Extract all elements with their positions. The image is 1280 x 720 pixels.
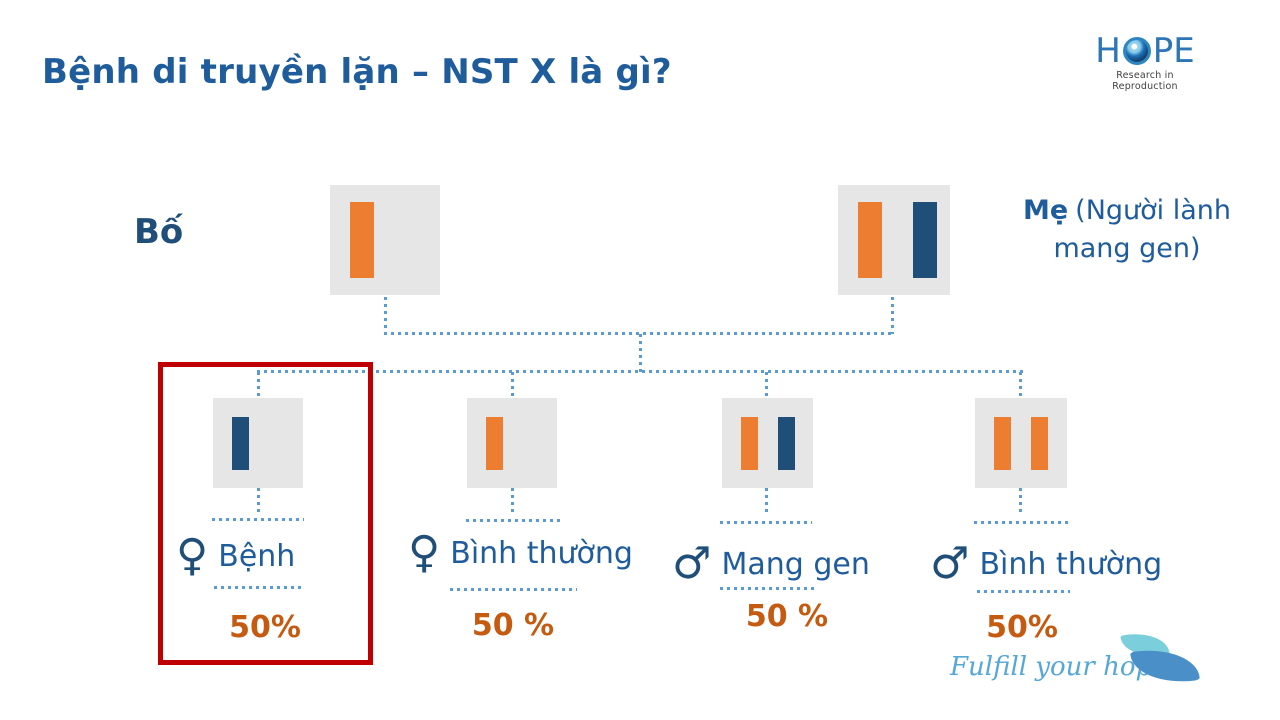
page-title: Bệnh di truyền lặn – NST X là gì? [42,52,672,92]
child-2-percent: 50 % [471,608,555,643]
child-1-upper-dotted-rule [212,518,304,521]
logo-tagline: Research in Reproduction [1112,70,1178,92]
child-1-drop-line [257,372,260,398]
child-2-lower-dotted-rule [450,588,577,591]
child-3-chromosome-box [722,398,813,488]
mother-label-line2: mang gen) [1053,233,1201,264]
child-1-label: Bệnh [218,538,296,574]
blue-chromosome-bar [232,416,249,470]
child-4-upper-dotted-rule [974,521,1068,524]
child-2-label: Bình thường [450,535,633,571]
hope-logo-word: H PE [1082,34,1208,68]
mid-drop-line [639,334,642,372]
orange-chromosome-bar [1031,416,1048,470]
child-4-label: Bình thường [979,546,1163,582]
child-4-drop-line [1019,372,1022,398]
child-2-stub-line [511,488,514,514]
logo-letter-h: H [1095,31,1121,71]
mother-label-rest: (Người lành [1075,195,1232,226]
child-1-stub-line [257,488,260,514]
eye-icon [1122,37,1151,65]
child-3-label: Mang gen [721,546,870,582]
child-4-caption: ♂ Bình thường [930,542,1162,586]
father-label: Bố [134,212,184,252]
child-2-chromosome-box [467,398,557,488]
mother-label: Mẹ (Người lành mang gen) [1002,192,1252,268]
child-4-chromosome-box [975,398,1067,488]
mother-label-bold: Mẹ [1022,195,1069,226]
child-2-caption: ♀ Bình thường [408,531,633,575]
child-3-drop-line [765,372,768,398]
logo-letters-pe: PE [1152,31,1195,71]
blue-chromosome-bar [778,416,795,470]
female-icon: ♀ [408,527,441,578]
child-3-percent: 50 % [745,599,829,634]
child-1-caption: ♀ Bệnh [176,534,295,578]
orange-chromosome-bar [994,416,1011,470]
orange-chromosome-bar [858,202,882,278]
child-2-drop-line [511,372,514,398]
hope-logo: H PE Research in Reproduction [1082,34,1208,92]
father-chromosome-box [330,185,440,295]
child-4-lower-dotted-rule [977,590,1070,593]
male-icon: ♂ [930,538,970,589]
mother-drop-line [891,297,894,334]
female-icon: ♀ [176,530,209,581]
child-2-upper-dotted-rule [466,519,560,522]
child-3-lower-dotted-rule [720,587,815,590]
child-3-stub-line [765,488,768,514]
child-1-lower-dotted-rule [214,586,304,589]
highlight-box-affected-daughter [158,362,373,665]
child-4-stub-line [1019,488,1022,514]
blue-chromosome-bar [913,202,937,278]
child-3-upper-dotted-rule [720,521,812,524]
male-icon: ♂ [672,538,712,589]
orange-chromosome-bar [741,416,758,470]
child-1-chromosome-box [213,398,303,488]
child-4-percent: 50% [986,610,1058,645]
child-1-percent: 50% [229,610,301,645]
father-drop-line [384,297,387,334]
parents-join-line [384,332,894,335]
orange-chromosome-bar [486,416,503,470]
orange-chromosome-bar [350,202,374,278]
children-join-line [257,370,1023,373]
leaf-logo [1116,628,1200,694]
mother-chromosome-box [838,185,950,295]
child-3-caption: ♂ Mang gen [672,542,870,586]
